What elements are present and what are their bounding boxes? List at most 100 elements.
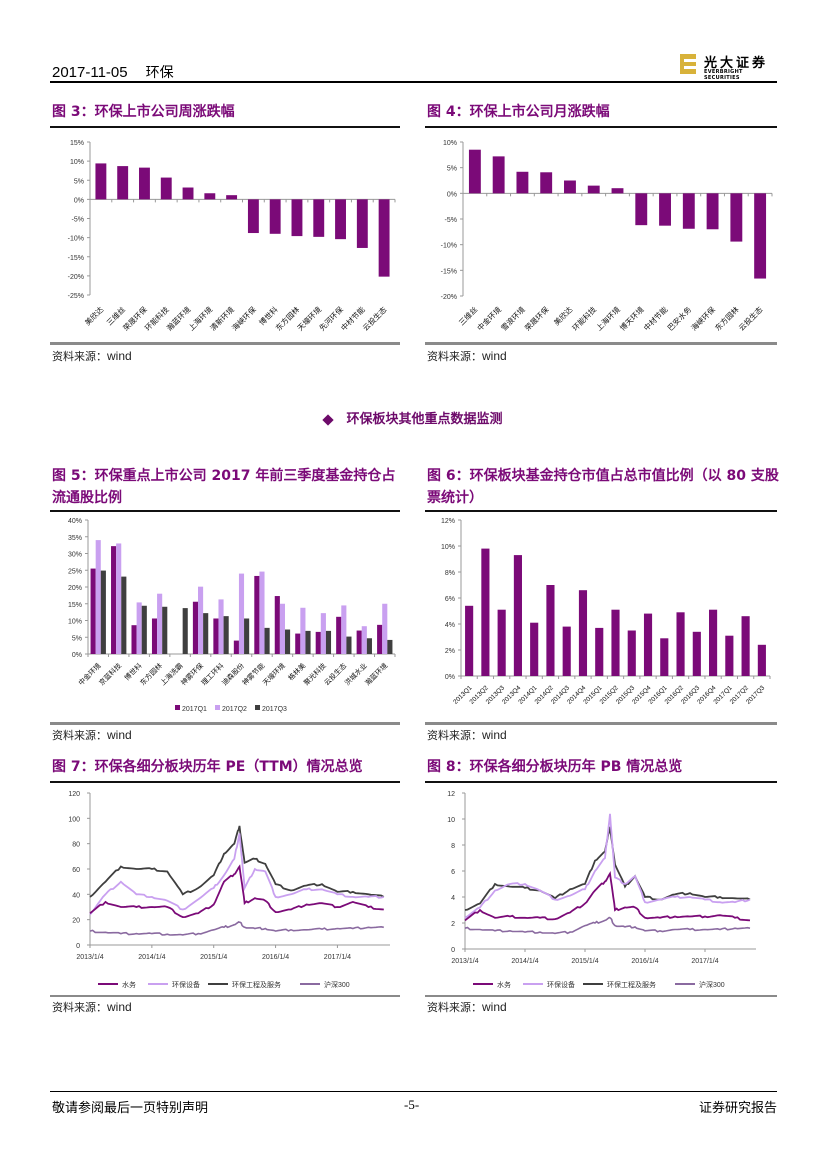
category-label: 中金环境 [475,304,504,333]
y-tick-label: 10% [70,159,84,166]
bar [313,199,325,237]
category-label: 瀚蓝环境 [363,661,389,687]
legend-label: 环保工程及服务 [607,980,656,989]
fig7-source: 资料来源：wind [52,999,132,1015]
bar [481,548,490,676]
y-tick-label: 10% [68,619,82,626]
bar [366,638,372,654]
source-value: wind [482,1000,507,1014]
bar [492,156,505,194]
y-tick-label: -20% [68,274,84,281]
legend-swatch [255,705,260,710]
bar [578,590,588,676]
bar [116,543,122,654]
bar [247,199,259,234]
fig5-source: 资料来源：wind [52,727,132,743]
bar [516,171,529,194]
x-tick-label: 2016/1/4 [262,954,289,961]
category-label: 中材节能 [641,304,670,333]
bar [325,630,332,654]
y-tick-label: -15% [68,255,84,262]
bar [468,149,481,194]
bar [238,573,245,654]
category-label: 云投生态 [736,304,765,333]
fig4-bottom-rule [425,342,777,345]
source-value: wind [482,728,507,742]
fig3-chart: 15%10%5%0%-5%-10%-15%-20%-25%美欣达 三维丝荣晟环保环… [68,140,396,333]
fig4-title-rule [425,126,777,128]
category-label: 荣晟环保 [522,304,551,333]
fig6-title-line2: 票统计） [427,490,483,506]
bar [274,596,280,654]
bar [300,607,306,654]
series-line-环保设备 [464,813,751,919]
bar [259,571,265,654]
fig5-title-line1: 图 5：环保重点上市公司 2017 年前三季度基金持仓占 [52,468,396,484]
y-tick-label: 25% [68,568,82,575]
x-tick-label: 2017/1/4 [691,958,718,965]
series-line-沪深300 [464,916,751,935]
fig6-title-line1: 图 6：环保板块基金持仓市值占总市值比例（以 80 支股 [427,468,779,484]
y-tick-label: -5% [445,217,457,224]
fig3-title: 图 3：环保上市公司周涨跌幅 [52,104,235,120]
bar [204,193,216,200]
y-tick-label: 0% [445,674,455,681]
fig4-source: 资料来源：wind [427,348,507,364]
bar [162,606,168,654]
bar [706,193,719,230]
legend-label: 沪深300 [324,980,350,989]
bar [562,626,571,676]
bar [320,613,326,654]
y-tick-label: 0% [74,197,84,204]
page-number: -5- [404,1097,420,1112]
bar [513,555,522,676]
section-heading: 环保板块其他重点数据监测 [0,408,827,427]
y-tick-label: -25% [68,293,84,300]
y-tick-label: 20 [72,918,80,925]
y-tick-label: 6% [445,596,455,603]
legend-swatch [175,705,180,710]
bar [182,187,194,200]
x-tick-label: 2013/1/4 [451,958,478,965]
source-label: 资料来源： [52,350,107,363]
bar [284,629,291,654]
bar [497,609,506,676]
bar [465,605,474,676]
bar [627,630,636,676]
bar [305,630,311,654]
bar [244,618,250,654]
y-tick-label: 8% [445,570,455,577]
x-tick-label: 2015/1/4 [571,958,598,965]
bar [676,612,685,676]
bar [530,622,539,676]
y-tick-label: 2 [451,921,455,928]
category-label: 环能科技 [570,304,599,333]
logo-en: EVERBRIGHT SECURITIES [704,69,743,81]
footer-report-type: 证券研究报告 [698,1101,777,1116]
y-tick-label: -15% [441,268,457,275]
y-tick-label: -10% [441,243,457,250]
bar [141,605,147,654]
y-tick-label: 60 [72,867,80,874]
bar [117,166,129,200]
legend-label: 环保工程及服务 [232,980,281,989]
bar [346,636,352,654]
y-tick-label: 40 [72,892,80,899]
y-tick-label: 15% [70,140,84,147]
bar [611,609,620,676]
bar [226,195,238,200]
y-tick-label: 15% [68,602,82,609]
y-tick-label: 80 [72,842,80,849]
category-label: 云投生态 [360,304,389,333]
y-tick-label: 10 [447,817,455,824]
bar [136,602,142,654]
y-tick-label: -5% [72,217,84,224]
category-label: 上海环境 [594,304,623,333]
fig7-title-rule [50,781,400,783]
bar [291,199,303,237]
bar [315,631,321,654]
bar [546,585,555,676]
y-tick-label: 30% [68,552,82,559]
